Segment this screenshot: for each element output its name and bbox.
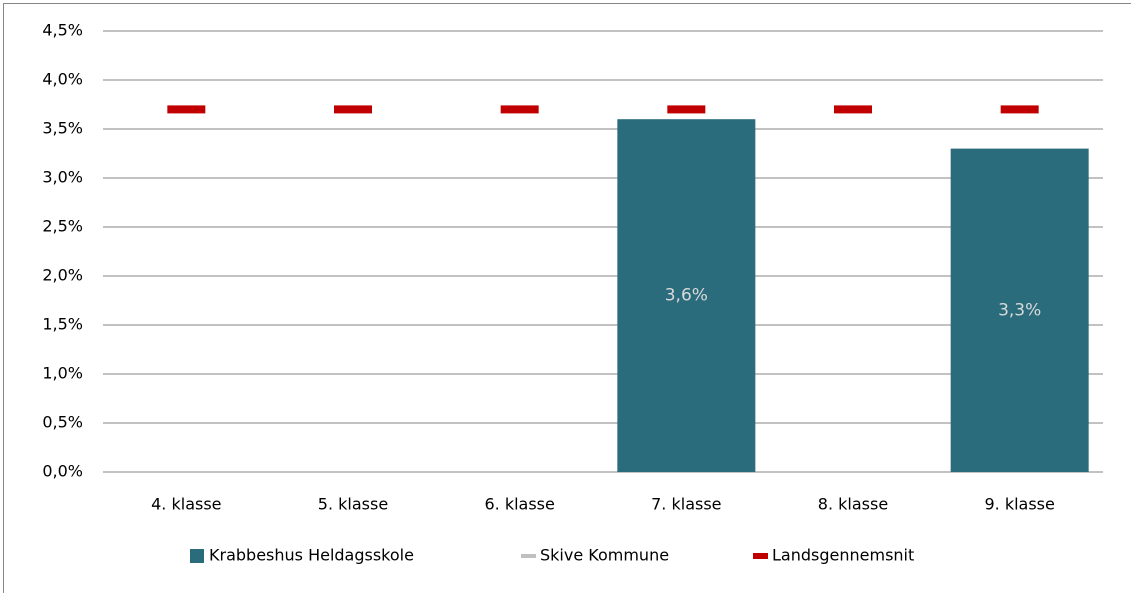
x-tick-label: 9. klasse: [984, 495, 1054, 514]
marker: [167, 105, 206, 114]
legend-label: Skive Kommune: [540, 546, 669, 565]
marker: [1000, 105, 1039, 114]
value-label: 3,3%: [998, 300, 1041, 320]
y-tick-label: 3,5%: [42, 119, 83, 138]
y-tick-label: 1,5%: [42, 315, 83, 334]
bar: [617, 119, 756, 472]
y-tick-label: 2,0%: [42, 266, 83, 285]
marker: [500, 105, 539, 114]
legend-label: Krabbeshus Heldagsskole: [209, 546, 414, 565]
legend-swatch: [521, 554, 536, 558]
y-tick-label: 3,0%: [42, 168, 83, 187]
value-label: 3,6%: [665, 286, 708, 306]
legend-swatch: [190, 549, 204, 563]
y-tick-label: 1,0%: [42, 364, 83, 383]
y-tick-label: 4,5%: [42, 21, 83, 40]
marker: [834, 105, 872, 114]
x-tick-label: 7. klasse: [651, 495, 721, 514]
x-tick-label: 6. klasse: [484, 495, 554, 514]
legend-swatch: [753, 553, 768, 559]
x-tick-label: 4. klasse: [151, 495, 221, 514]
marker: [667, 105, 706, 114]
y-tick-label: 0,5%: [42, 413, 83, 432]
x-tick-label: 5. klasse: [318, 495, 388, 514]
marker: [334, 105, 372, 114]
y-tick-label: 2,5%: [42, 217, 83, 236]
legend-label: Landsgennemsnit: [772, 546, 914, 565]
bar: [950, 148, 1089, 472]
chart-border: [3, 3, 1131, 593]
y-tick-label: 4,0%: [42, 70, 83, 89]
x-tick-label: 8. klasse: [818, 495, 888, 514]
y-tick-label: 0,0%: [42, 462, 83, 481]
